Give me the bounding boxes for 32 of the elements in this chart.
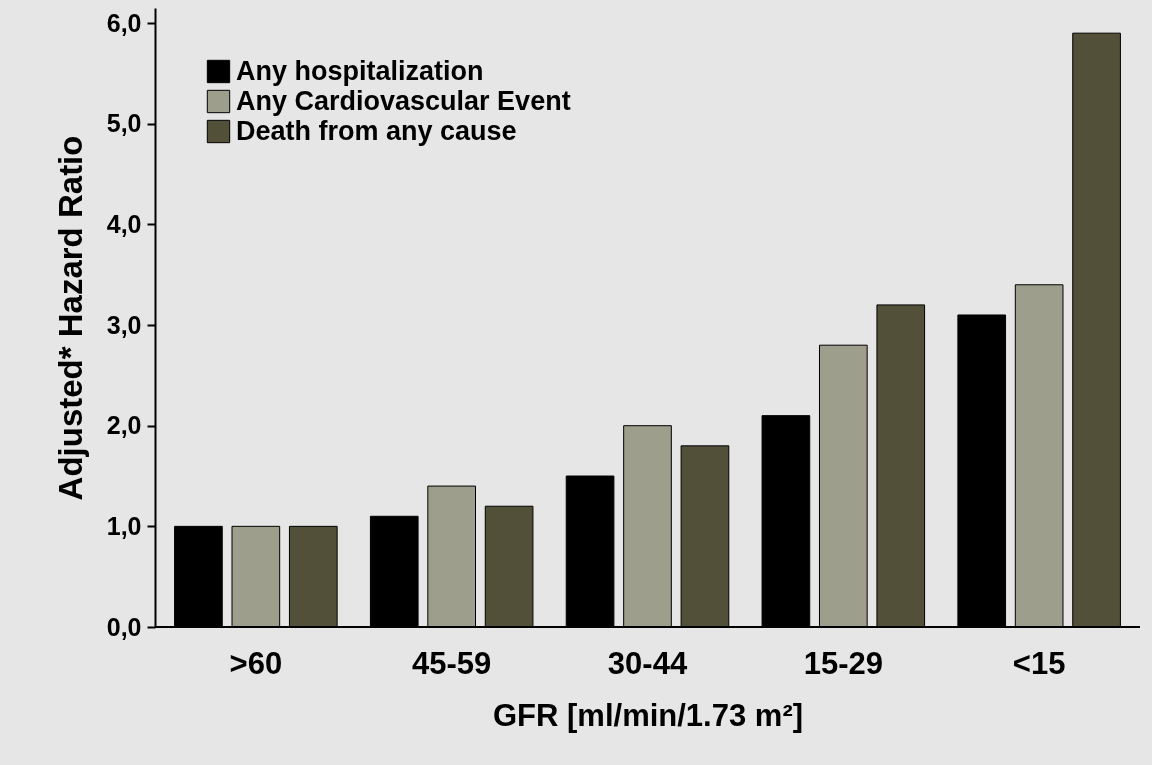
bar [818,344,868,628]
x-axis-title: GFR [ml/min/1.73 m²] [492,697,804,733]
bar [288,525,338,628]
y-tick-label: 2,0 [106,411,142,440]
y-tick-label: 4,0 [106,209,142,238]
bar [427,485,477,628]
y-tick-label: 3,0 [106,310,142,339]
y-tick-label: 1,0 [106,511,142,540]
bar [1014,284,1064,628]
bar [565,475,615,628]
bar [231,525,281,628]
x-tick-label: <15 [1012,645,1066,681]
bar [761,415,811,628]
y-tick-label: 5,0 [106,109,142,138]
x-tick-label: 45-59 [412,645,492,681]
y-tick-label: 6,0 [106,8,142,37]
bar [957,314,1007,628]
bar [680,445,730,628]
bar [623,425,672,628]
legend-label: Death from any cause [236,115,517,146]
x-tick-label: 30-44 [607,645,688,681]
bar [369,515,419,628]
y-tick-label: 0,0 [106,612,142,641]
bar [876,304,926,628]
y-axis-title: Adjusted* Hazard Ratio [51,135,89,501]
x-tick-label: 15-29 [803,645,883,681]
bar [174,525,223,628]
x-tick-label: >60 [229,645,283,681]
bar [484,505,534,628]
legend-label: Any Cardiovascular Event [236,85,571,116]
legend-label: Any hospitalization [236,55,484,86]
bar [1072,32,1121,628]
